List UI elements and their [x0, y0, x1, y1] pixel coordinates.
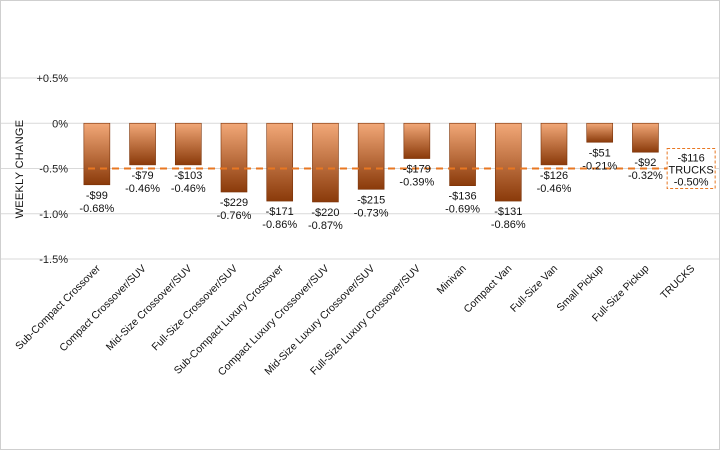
bar-percent-label: -0.68%: [79, 203, 114, 215]
x-category-label: Full-Size Van: [508, 263, 560, 315]
y-axis-title: WEEKLY CHANGE: [14, 120, 26, 219]
bar-percent-label: -0.86%: [262, 219, 297, 231]
y-tick-label: -0.5%: [39, 164, 68, 176]
bar-dollar-label: -$171: [266, 206, 294, 218]
y-tick-label: -1.5%: [39, 254, 68, 266]
bar: [266, 122, 294, 202]
bar-dollar-label: -$126: [540, 170, 568, 182]
y-tick-label: 0%: [52, 118, 68, 130]
bar-percent-label: -0.86%: [491, 219, 526, 231]
bar-dollar-label: -$179: [403, 164, 431, 176]
bar: [129, 122, 156, 166]
bar-percent-label: -0.46%: [537, 183, 572, 195]
trucks-dollar-label: -$116: [677, 153, 704, 165]
bar-percent-label: -0.69%: [445, 204, 480, 216]
x-category-label: Minivan: [435, 263, 469, 297]
bar-dollar-label: -$136: [449, 191, 477, 203]
bar: [220, 122, 248, 193]
bar-dollar-label: -$220: [311, 207, 339, 219]
y-tick-label: -1.0%: [39, 209, 68, 221]
bar-dollar-label: -$103: [174, 170, 202, 182]
x-category-label: Mid-Size Crossover/SUV: [104, 263, 195, 354]
bar: [403, 122, 431, 159]
bar-dollar-label: -$79: [132, 170, 154, 182]
bar-dollar-label: -$229: [220, 197, 248, 209]
x-category-label: Compact Van: [461, 263, 514, 316]
bar-dollar-label: -$131: [494, 206, 522, 218]
bar-dollar-label: -$99: [86, 190, 108, 202]
bar-percent-label: -0.73%: [354, 207, 389, 219]
x-category-label: Sub-Compact Crossover: [13, 262, 103, 352]
bar: [449, 122, 476, 186]
bar-percent-label: -0.46%: [171, 183, 206, 195]
bar-dollar-label: -$51: [589, 147, 611, 159]
bar-dollar-label: -$215: [357, 194, 385, 206]
y-tick-label: +0.5%: [37, 73, 69, 85]
x-category-label: TRUCKS: [658, 263, 697, 302]
bar-percent-label: -0.46%: [125, 183, 160, 195]
bar: [586, 122, 614, 143]
bar-percent-label: -0.39%: [399, 177, 434, 189]
bar-percent-label: -0.76%: [217, 210, 252, 222]
trucks-name-label: TRUCKS: [669, 165, 714, 177]
x-category-label: Compact Crossover/SUV: [57, 263, 148, 354]
bar: [540, 122, 568, 166]
bar: [357, 122, 385, 190]
x-category-label: Full-Size Crossover/SUV: [150, 263, 241, 354]
bar-percent-label: -0.32%: [628, 170, 663, 182]
trucks-percent-label: -0.50%: [674, 177, 709, 189]
bar-percent-label: -0.21%: [582, 160, 617, 172]
bar: [632, 122, 659, 153]
bar: [494, 122, 522, 202]
bar-dollar-label: -$92: [634, 157, 656, 169]
bar-percent-label: -0.87%: [308, 220, 343, 232]
bar: [312, 122, 339, 203]
bar: [83, 122, 111, 186]
bar: [174, 122, 202, 166]
trucks-label-box: [666, 148, 716, 189]
